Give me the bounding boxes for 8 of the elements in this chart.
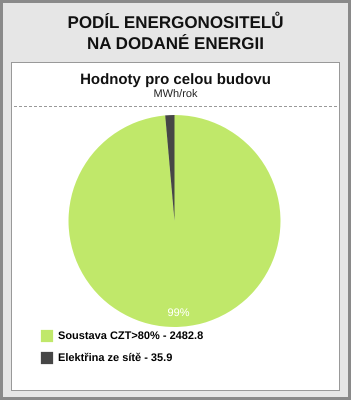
legend-label: Soustava CZT>80% - 2482.8 [58, 330, 204, 342]
chart-subtitle: Hodnoty pro celou budovu [79, 71, 272, 88]
data-label: 99% [168, 306, 190, 319]
text: MWh/rok [152, 88, 198, 100]
chart-title: PODÍL ENERGONOSITELŮ NA DODANÉ ENERGII [66, 10, 284, 55]
pie-slice [165, 115, 174, 221]
pie-slice [68, 115, 280, 327]
legend-label: Elektřina ze sítě - 35.9 [58, 352, 172, 364]
